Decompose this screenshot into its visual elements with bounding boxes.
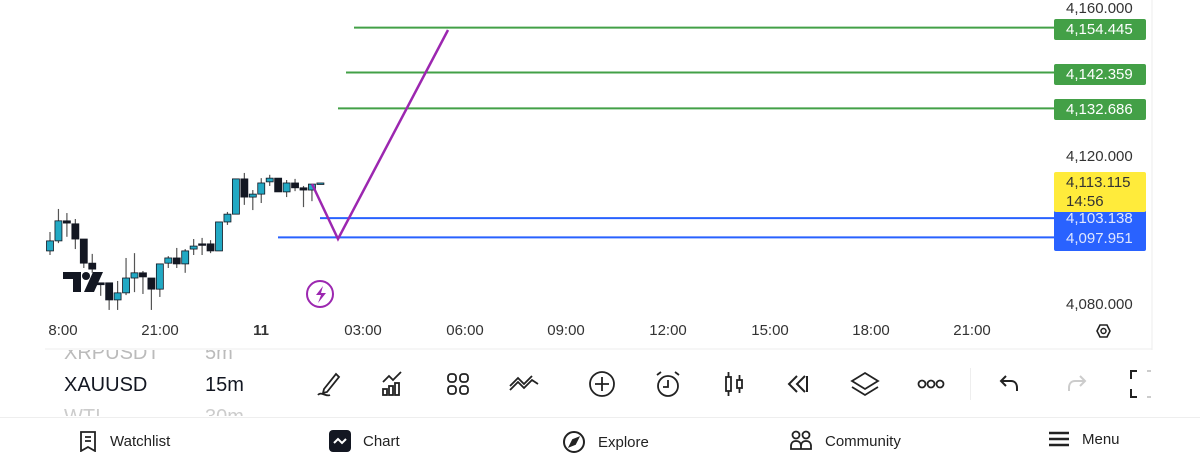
candle: [189, 239, 198, 255]
price-tick: 4,120.000: [1066, 148, 1133, 165]
nav-watchlist[interactable]: Watchlist: [78, 430, 170, 452]
candle: [282, 180, 291, 198]
tradingview-logo: [63, 272, 103, 292]
fullscreen-icon[interactable]: [1124, 368, 1156, 400]
price-tick: 4,160.000: [1066, 0, 1133, 17]
timeframe-option[interactable]: 5m: [205, 350, 233, 364]
menu-icon: [1049, 431, 1069, 447]
nav-chart[interactable]: Chart: [329, 430, 400, 452]
time-tick: 11: [253, 322, 269, 339]
candle: [46, 231, 54, 255]
chart-icon: [329, 430, 351, 452]
nav-label: Explore: [598, 433, 649, 451]
bar-countdown: 14:56: [1066, 193, 1104, 210]
replay-icon[interactable]: [783, 368, 815, 400]
timeframe-selected[interactable]: 15m: [205, 374, 244, 396]
candle: [139, 270, 147, 294]
candle: [122, 257, 130, 296]
candles-icon[interactable]: [718, 368, 750, 400]
line-price-label: 4,142.359: [1054, 64, 1146, 85]
candle: [223, 211, 232, 225]
time-tick: 21:00: [953, 322, 991, 339]
time-tick: 09:00: [547, 322, 585, 339]
time-tick: 15:00: [751, 322, 789, 339]
candle: [147, 277, 156, 310]
candle: [71, 218, 80, 250]
candle: [248, 190, 257, 211]
add-icon[interactable]: [586, 368, 618, 400]
symbol-picker[interactable]: XRPUSDT 5m XAUUSD 15m WTI 30m: [0, 350, 300, 416]
nav-label: Community: [825, 432, 901, 450]
candle: [172, 247, 181, 268]
alarm-icon[interactable]: [652, 368, 684, 400]
current-price: 4,113.115: [1066, 174, 1131, 191]
symbol-option[interactable]: WTI: [64, 406, 101, 416]
chart-settings-icon[interactable]: [1096, 324, 1111, 338]
time-tick: 03:00: [344, 322, 382, 339]
candle: [79, 238, 88, 268]
candle: [130, 253, 139, 293]
time-tick: 21:00: [141, 322, 179, 339]
strategy-icon[interactable]: [508, 368, 540, 400]
watchlist-icon: [80, 431, 96, 452]
line-price-label: 4,154.445: [1054, 19, 1146, 40]
candle: [88, 253, 97, 273]
community-icon: [790, 430, 812, 450]
indicators-icon[interactable]: [377, 368, 409, 400]
candle: [240, 172, 249, 205]
time-tick: 12:00: [649, 322, 687, 339]
grid-icon[interactable]: [442, 368, 474, 400]
candle: [215, 221, 223, 252]
candle: [198, 237, 207, 255]
current-price-label: 4,113.115 14:56: [1054, 172, 1146, 212]
redo-icon[interactable]: [1060, 368, 1092, 400]
nav-label: Watchlist: [110, 432, 171, 450]
candle: [105, 282, 114, 310]
nav-community[interactable]: Community: [789, 430, 901, 452]
candle: [113, 280, 122, 310]
lightning-icon[interactable]: [306, 280, 334, 308]
nav-label: Menu: [1082, 430, 1120, 448]
time-tick: 06:00: [446, 322, 484, 339]
timeframe-option[interactable]: 30m: [205, 406, 244, 416]
candle: [155, 263, 164, 297]
path-drawing[interactable]: [310, 29, 450, 242]
line-price-label: 4,103.138: [1066, 210, 1133, 227]
symbol-option[interactable]: XRPUSDT: [64, 350, 160, 364]
candle: [54, 208, 63, 244]
candle: [96, 282, 105, 296]
line-price-label: 4,097.951: [1066, 230, 1133, 247]
candle: [274, 177, 283, 193]
price-tick: 4,080.000: [1066, 296, 1133, 313]
candle: [181, 249, 190, 273]
layers-icon[interactable]: [849, 368, 881, 400]
time-tick: 8:00: [48, 322, 78, 339]
candle: [206, 240, 215, 254]
candle: [316, 182, 325, 185]
nav-menu[interactable]: Menu: [1048, 430, 1120, 448]
candle: [265, 174, 274, 186]
symbol-selected[interactable]: XAUUSD: [64, 374, 148, 396]
toolbar-divider: [970, 368, 971, 400]
candle: [164, 256, 173, 268]
candle: [299, 185, 308, 208]
candle: [231, 178, 240, 215]
nav-explore[interactable]: Explore: [562, 430, 649, 454]
pencil-icon[interactable]: [312, 368, 344, 400]
candle: [257, 178, 266, 204]
nav-label: Chart: [363, 432, 400, 450]
undo-icon[interactable]: [994, 368, 1026, 400]
candle: [63, 213, 71, 237]
line-price-label: 4,132.686: [1054, 99, 1146, 120]
candle: [291, 178, 299, 192]
chart-canvas[interactable]: [0, 0, 1200, 350]
bottom-nav: Watchlist Chart Explore Community Menu: [0, 417, 1200, 466]
blue-line-labels: 4,103.138 4,097.951: [1054, 210, 1146, 251]
time-tick: 18:00: [852, 322, 890, 339]
compass-icon: [563, 431, 585, 453]
more-icon[interactable]: [915, 368, 947, 400]
